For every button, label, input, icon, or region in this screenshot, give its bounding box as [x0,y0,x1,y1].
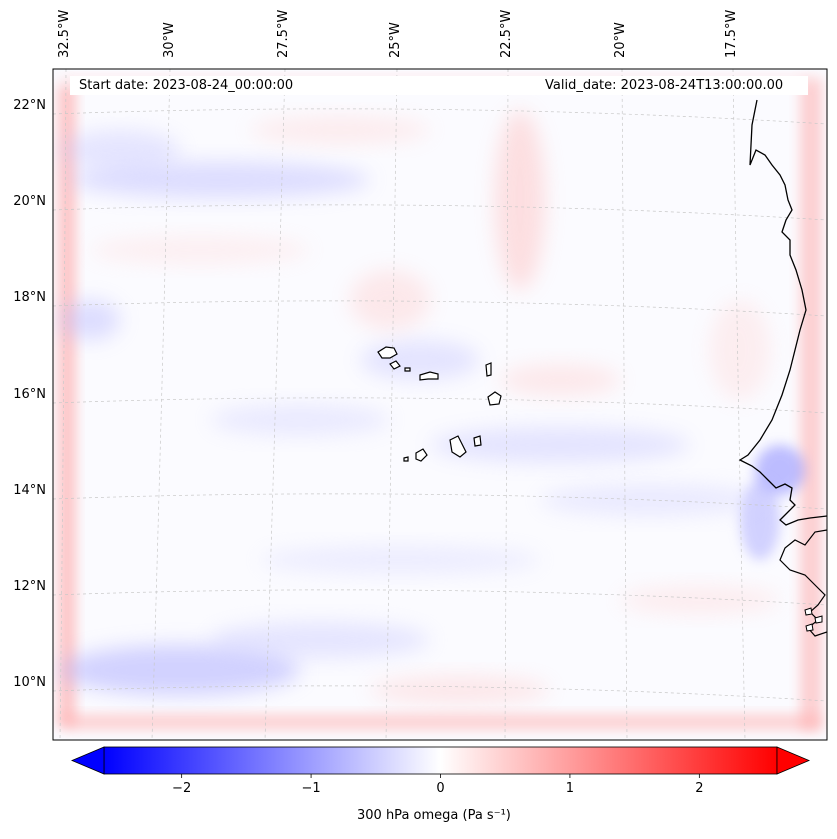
lon-label-22.5W: 22.5°W [499,9,514,58]
field-blob [360,340,480,380]
field-blob [540,484,760,516]
colorbar-tick-label: 1 [565,781,575,796]
field-blob [90,236,310,264]
title-band [70,76,808,95]
field-blob [740,480,780,560]
colorbar-body [103,746,778,775]
island-sao-nicolau [419,371,439,381]
colorbar-tick-label: −1 [301,781,321,796]
field-blob [60,130,180,170]
gridlines [53,69,827,740]
lat-label-22N: 22°N [13,98,46,113]
colorbar-tick-label: −2 [172,781,192,796]
field-blob [620,586,780,614]
island-santiago [449,435,467,458]
field-blob [370,676,550,704]
field-blob [210,622,430,658]
colorbar-tick-label: 0 [436,781,445,796]
island-santa-luzia [404,367,411,372]
field-blob [430,427,690,463]
field-blob [210,404,390,436]
field-east-edge [800,80,822,730]
lat-label-12N: 12°N [13,579,46,594]
field-blob [60,645,300,695]
start-date-label: Start date: 2023-08-24_00:00:00 [79,78,294,93]
field-blob [70,162,370,198]
map-frame [52,68,828,741]
field-blob [250,116,430,144]
colorbar [70,746,811,778]
islands-bijagos [804,607,823,632]
omega-field [53,69,827,740]
coastline-africa [738,99,827,526]
field-south-edge [60,714,820,730]
island-brava [403,456,409,462]
colorbar-high-extend [776,746,811,775]
lon-label-20W: 20°W [613,22,628,58]
field-blob [350,270,430,330]
field-west-edge [58,85,76,725]
field-blob [500,364,620,396]
lon-label-25W: 25°W [388,22,403,58]
valid-date-label: Valid_date: 2023-08-24T13:00:00.00 [545,78,784,93]
island-santo-antao [377,346,398,359]
field-blob [260,546,540,574]
colorbar-tick-label: 2 [695,781,704,796]
field-blob [495,110,545,290]
field-blob [755,445,805,495]
lon-label-32.5W: 32.5°W [57,9,72,58]
lon-label-27.5W: 27.5°W [276,9,291,58]
lat-label-10N: 10°N [13,675,46,690]
field-blob [60,300,120,340]
lat-label-18N: 18°N [13,290,46,305]
lat-label-20N: 20°N [13,194,46,209]
lon-label-17.5W: 17.5°W [724,9,739,58]
island-maio [473,435,482,447]
island-fogo [415,448,428,462]
island-boa-vista [487,391,502,406]
field-blob [710,300,770,400]
island-sao-vicente [389,360,401,370]
lon-label-30W: 30°W [162,22,177,58]
lat-label-14N: 14°N [13,483,46,498]
lat-label-16N: 16°N [13,387,46,402]
island-sal [485,362,492,377]
coastline-guinea [779,529,827,637]
colorbar-label: 300 hPa omega (Pa s⁻¹) [357,808,511,823]
colorbar-low-extend [70,746,105,775]
